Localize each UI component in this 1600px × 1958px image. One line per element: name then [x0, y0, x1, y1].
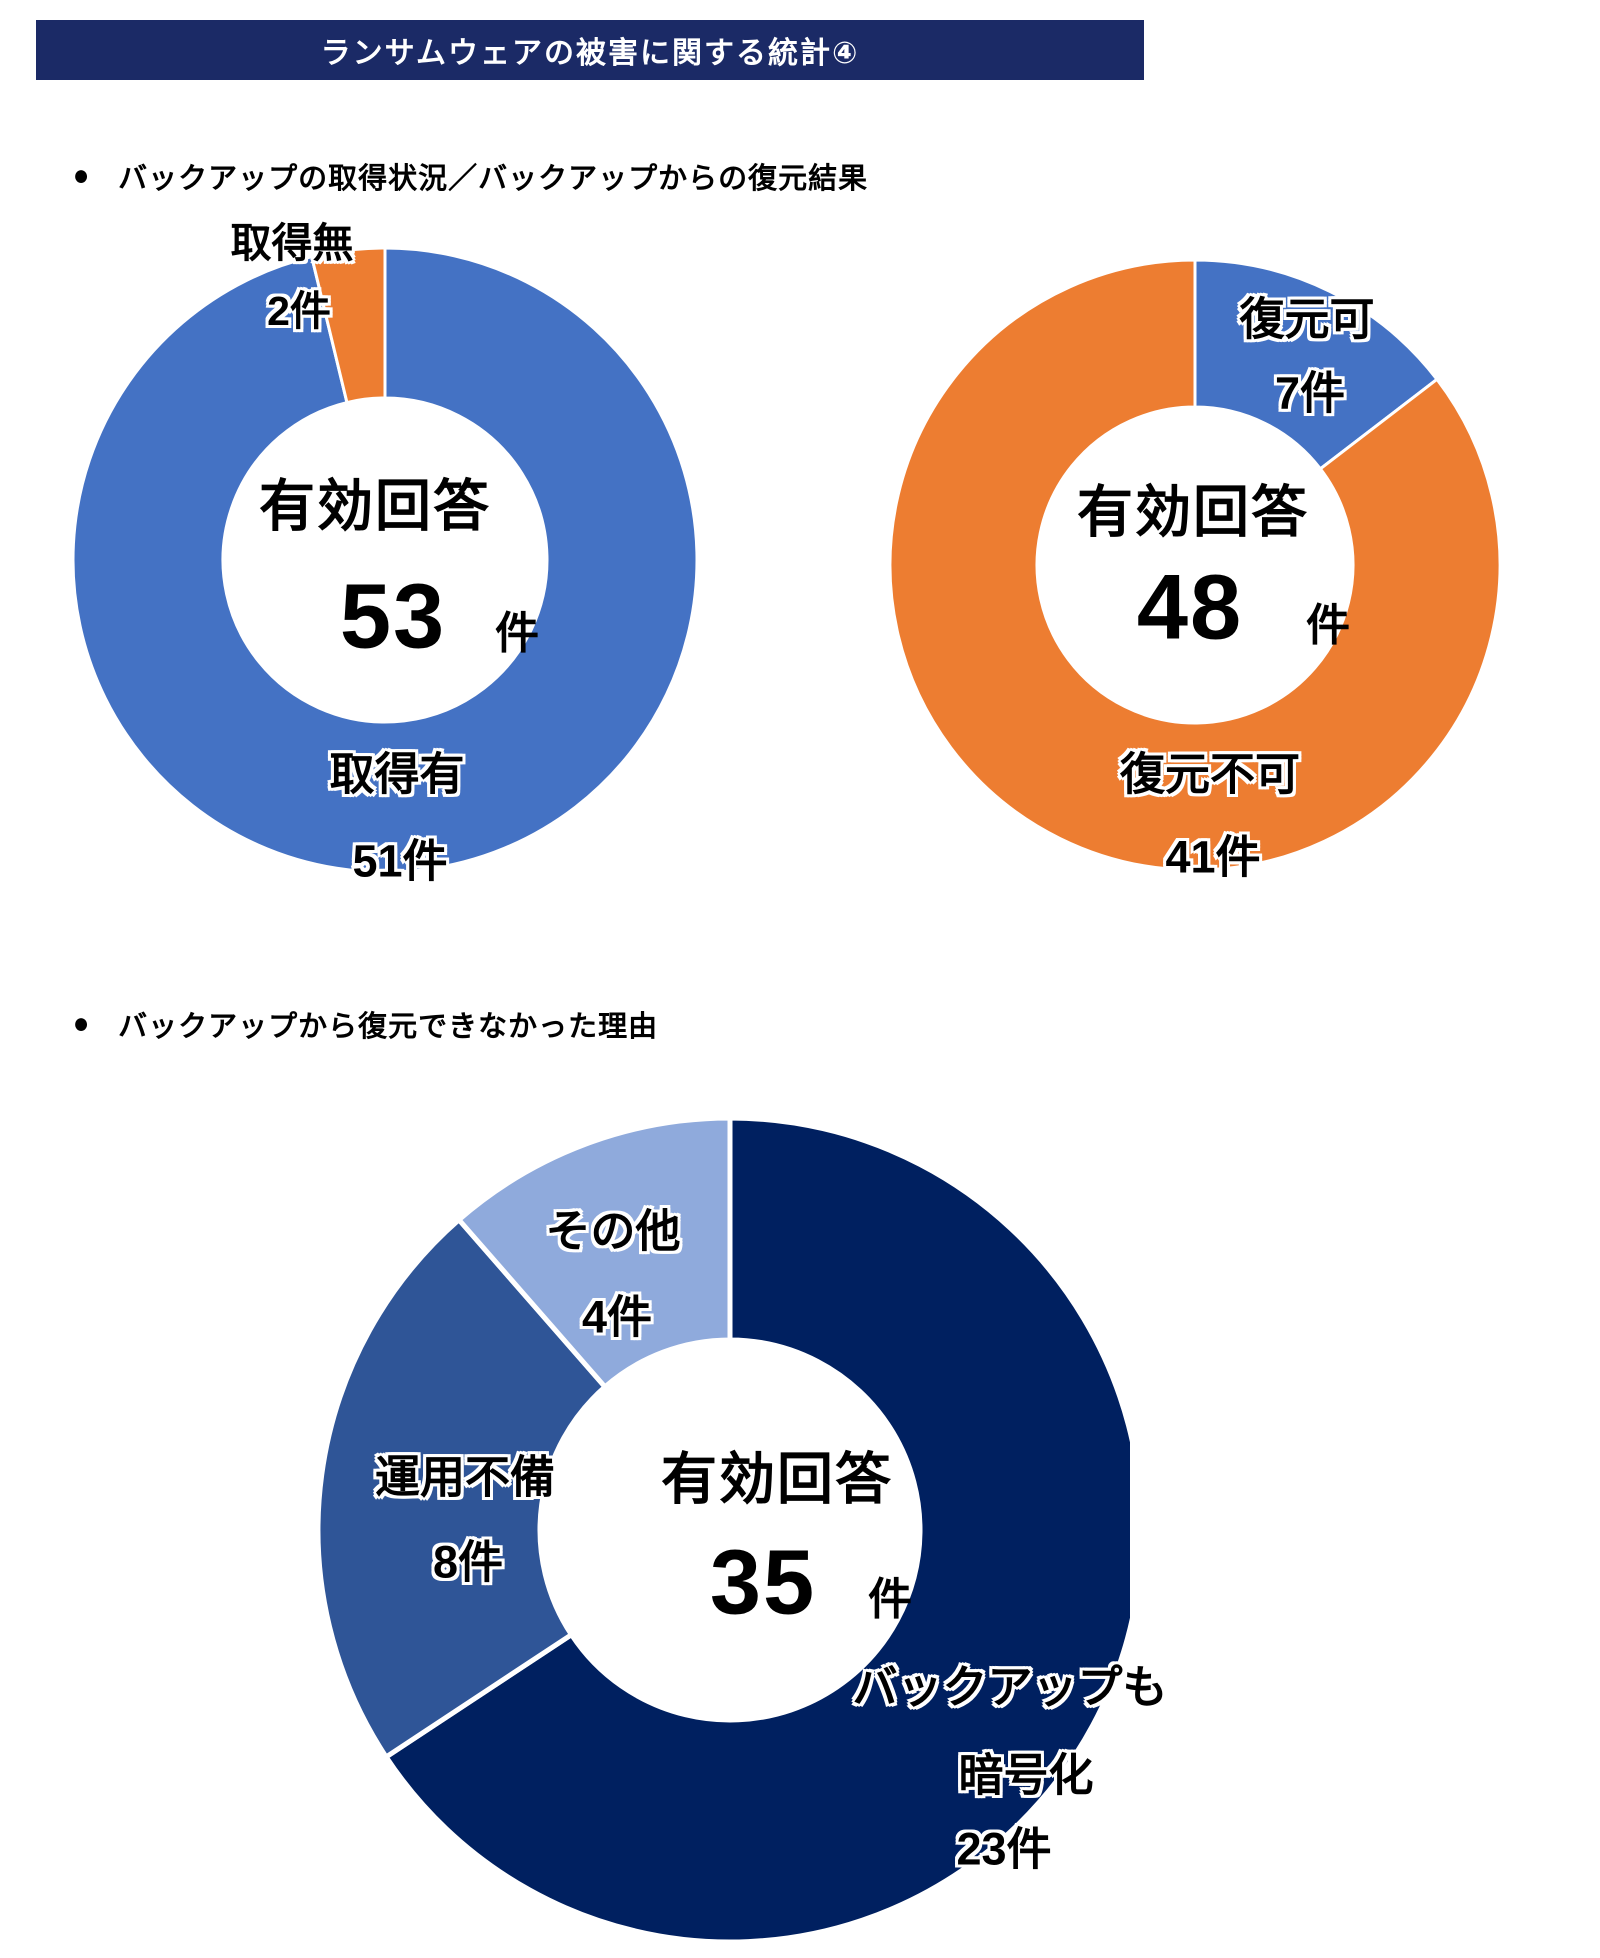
- bullet-icon: ●: [72, 159, 90, 192]
- donut-slice-1: [888, 258, 1502, 872]
- title-bar: ランサムウェアの被害に関する統計④: [36, 20, 1144, 80]
- bullet-icon: ●: [72, 1007, 90, 1040]
- slice-count-no-backup: 2件: [267, 288, 331, 334]
- slice-label-no-backup: 取得無: [230, 220, 354, 266]
- slice-label-backup-encrypted-line2: 暗号化: [958, 1749, 1094, 1801]
- section-heading-backup-status: ● バックアップの取得状況／バックアップからの復元結果: [72, 155, 868, 197]
- donut-failure-reasons-svg: [320, 1115, 1130, 1945]
- center-value-total: 48: [1136, 556, 1244, 659]
- donut-slice-0: [1193, 258, 1439, 471]
- center-value-total: 53: [339, 565, 447, 668]
- slice-count-not-restorable: 41件: [1165, 831, 1261, 883]
- section-heading-restore-failure-reason: ● バックアップから復元できなかった理由: [72, 1003, 658, 1045]
- donut-chart-backup-acquisition: 取得無 2件 有効回答 53 件 取得有 51件: [55, 205, 705, 905]
- donut-chart-restore-result: 復元可 7件 有効回答 48 件 復元不可 41件: [880, 205, 1520, 905]
- center-value-total: 35: [709, 1531, 817, 1634]
- center-unit: 件: [868, 1575, 912, 1624]
- donut-chart-failure-reasons: その他 4件 運用不備 8件 有効回答 35 件 バックアップも 暗号化 23件: [320, 1115, 1168, 1958]
- center-label-valid-responses: 有効回答: [661, 1447, 893, 1511]
- center-label-valid-responses: 有効回答: [259, 474, 491, 538]
- slice-label-not-restorable: 復元不可: [1119, 748, 1301, 800]
- slice-count-has-backup: 51件: [352, 835, 448, 887]
- slice-count-other: 4件: [581, 1291, 653, 1343]
- donut-backup-acquisition-svg: [71, 246, 699, 874]
- slice-label-restorable: 復元可: [1239, 293, 1375, 345]
- slice-count-restorable: 7件: [1274, 367, 1346, 419]
- donut-slice-2: [456, 1115, 733, 1390]
- slice-label-has-backup: 取得有: [329, 748, 465, 800]
- donut-slice-1: [320, 1217, 608, 1760]
- donut-slice-0: [383, 1115, 1130, 1945]
- center-unit: 件: [1306, 601, 1350, 650]
- section-heading-text: バックアップの取得状況／バックアップからの復元結果: [118, 163, 869, 195]
- slice-count-backup-encrypted: 23件: [956, 1823, 1052, 1875]
- donut-slice-0: [71, 246, 699, 874]
- center-unit: 件: [495, 609, 539, 658]
- slice-count-operational-flaw: 8件: [432, 1536, 504, 1588]
- section-heading-text: バックアップから復元できなかった理由: [118, 1011, 659, 1043]
- slice-label-backup-encrypted-line1: バックアップも: [852, 1661, 1168, 1713]
- slice-label-other: その他: [545, 1205, 681, 1257]
- donut-restore-result-svg: [888, 258, 1502, 872]
- slice-label-operational-flaw: 運用不備: [374, 1451, 556, 1503]
- center-label-valid-responses: 有効回答: [1077, 480, 1309, 544]
- donut-slice-1: [310, 246, 387, 405]
- page-title: ランサムウェアの被害に関する統計④: [320, 37, 860, 70]
